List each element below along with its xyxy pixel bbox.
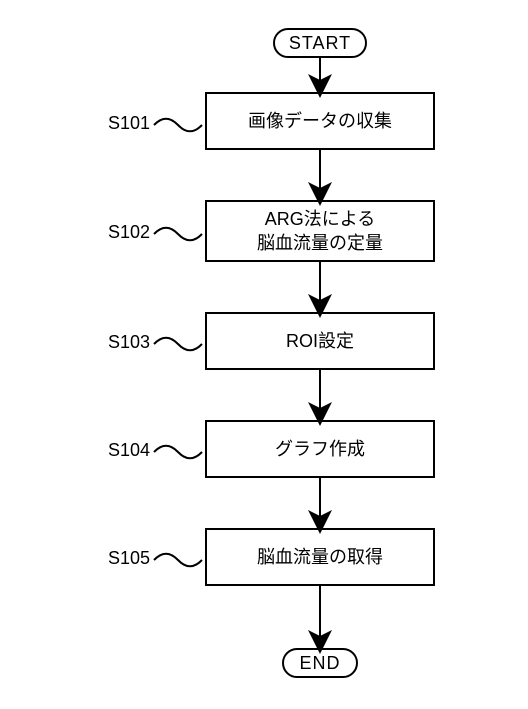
- arrows-svg: [0, 0, 528, 709]
- flowchart-container: START END 画像データの収集S101ARG法による 脳血流量の定量S10…: [0, 0, 528, 709]
